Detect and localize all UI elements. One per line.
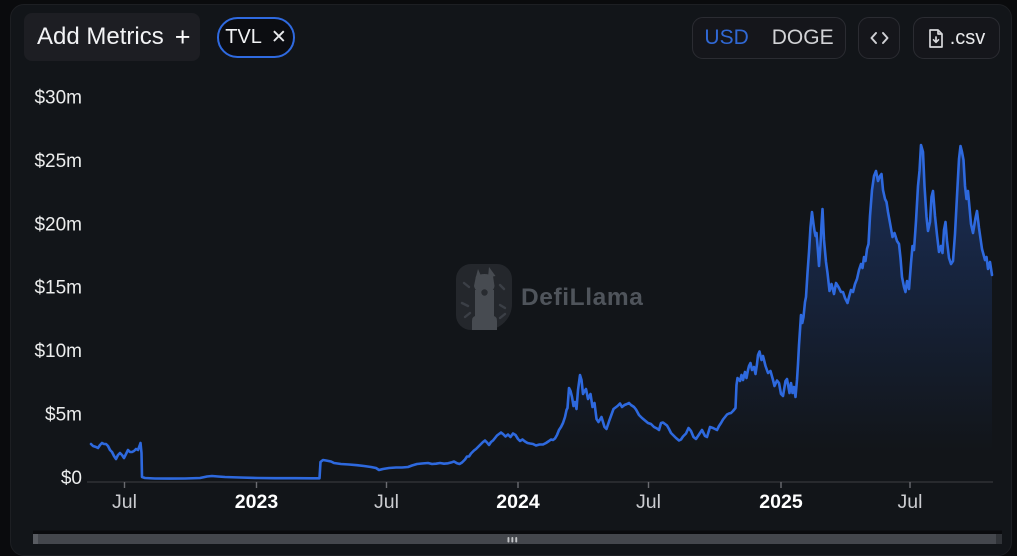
svg-text:2023: 2023 [235, 491, 279, 513]
svg-text:$30m: $30m [34, 88, 82, 109]
svg-text:Jul: Jul [374, 491, 399, 513]
svg-text:2024: 2024 [496, 491, 540, 513]
svg-text:$25m: $25m [34, 151, 82, 172]
svg-text:$5m: $5m [45, 405, 82, 426]
svg-text:$0: $0 [61, 468, 82, 489]
svg-text:$20m: $20m [34, 215, 82, 236]
svg-text:2025: 2025 [759, 491, 803, 513]
svg-text:Jul: Jul [898, 491, 923, 513]
svg-text:Jul: Jul [112, 491, 137, 513]
svg-text:$15m: $15m [34, 278, 82, 299]
svg-text:DefiLlama: DefiLlama [521, 284, 644, 311]
svg-text:Jul: Jul [636, 491, 661, 513]
svg-text:$10m: $10m [34, 341, 82, 362]
